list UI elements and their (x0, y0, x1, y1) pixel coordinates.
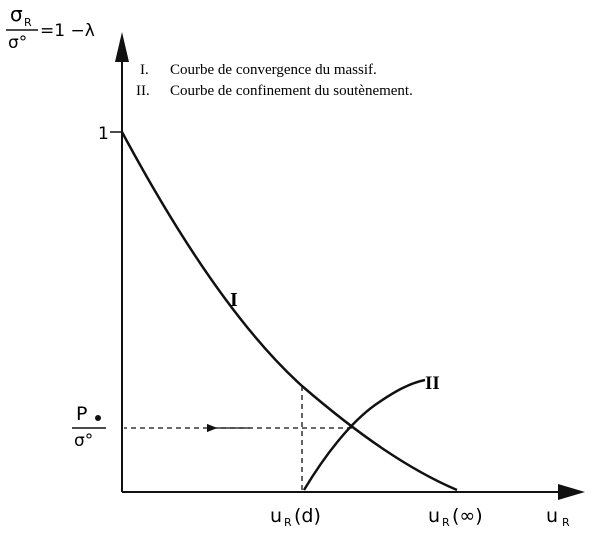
y-axis-arrowhead (115, 32, 129, 62)
pressure-label-dot (95, 415, 101, 421)
x-axis-arrowhead (558, 484, 585, 500)
legend-item-2-text: Courbe de confinement du soutènement. (170, 83, 413, 99)
x-axis-label-sub: R (562, 516, 570, 529)
pressure-label-numerator: P (76, 403, 87, 425)
ud-label-suffix: (d) (294, 505, 321, 527)
legend-item-2-numeral: II. (136, 83, 150, 99)
legend-item-1-numeral: I. (140, 62, 149, 78)
uinf-label-suffix: (∞) (452, 505, 483, 527)
confinement-curve (302, 378, 426, 491)
uinf-label-sub: R (442, 516, 450, 529)
y-axis-label-denominator: σ° (8, 33, 27, 53)
convergence-curve (120, 131, 458, 492)
convergence-curve-label: I (230, 289, 238, 311)
pressure-label-denominator: σ° (74, 431, 93, 451)
ud-label-sub: R (284, 516, 292, 529)
y-axis-tick-label: 1 (98, 124, 109, 144)
legend-item-1-text: Courbe de convergence du massif. (170, 62, 377, 78)
y-axis-label-numerator-sub: R (24, 16, 32, 29)
confinement-curve-label: II (425, 373, 440, 394)
y-axis-label-rhs: =1 −λ (40, 21, 95, 41)
y-axis-label-numerator: σ (10, 2, 23, 26)
uinf-label: u (428, 505, 440, 527)
ud-label: u (270, 505, 282, 527)
x-axis-label: u (546, 505, 558, 527)
